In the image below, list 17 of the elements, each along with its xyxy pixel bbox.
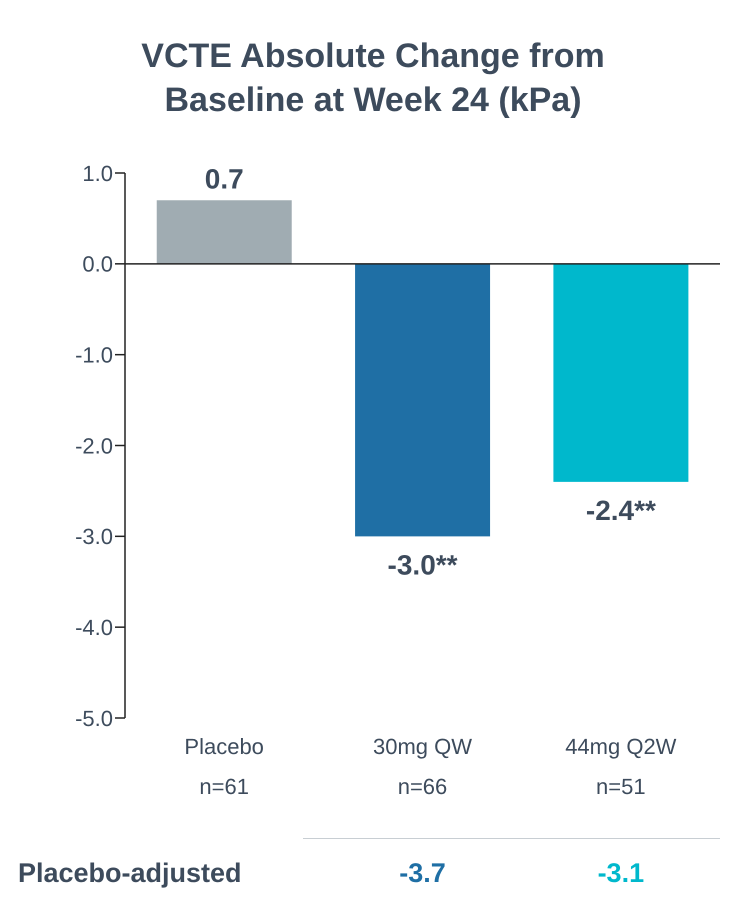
data-label: -2.4** — [586, 494, 656, 526]
y-tick-label: -2.0 — [75, 433, 113, 458]
chart-title: VCTE Absolute Change from Baseline at Week 24 (kPa) — [140, 36, 606, 121]
x-tick-label: 30mg QW n=66 — [372, 734, 472, 799]
y-tick-label: 0.0 — [82, 252, 113, 277]
data-label: -3.0** — [388, 549, 458, 580]
y-tick-label: -3.0 — [75, 524, 113, 550]
text: Placebo-adjusted — [18, 858, 242, 889]
x-tick-label: 44mg Q2W n=51 — [565, 734, 677, 799]
y-tick-label: -5.0 — [75, 706, 113, 731]
y-tick-label: -1.0 — [75, 342, 113, 368]
data-label: 0.7 — [204, 163, 244, 194]
text: -3.7 — [398, 858, 447, 889]
y-tick-label: 1.0 — [82, 160, 113, 186]
x-tick-label: Placebo n=61 — [184, 734, 264, 799]
text: -3.1 — [596, 858, 646, 889]
y-tick-label: -4.0 — [75, 614, 113, 640]
